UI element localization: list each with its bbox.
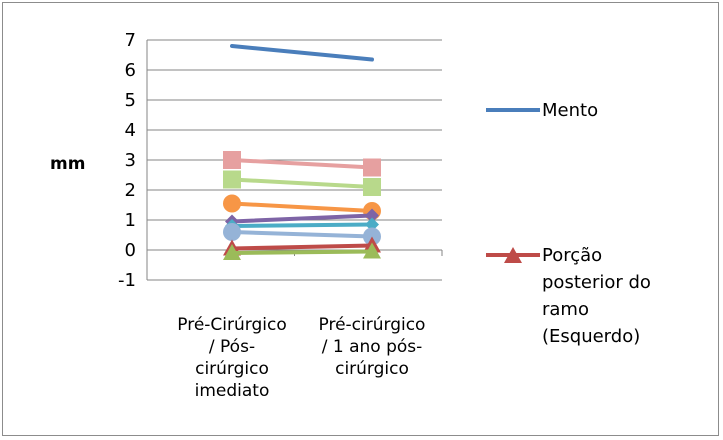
series-group xyxy=(223,44,381,260)
series-line xyxy=(230,213,374,224)
series-line xyxy=(230,158,374,170)
x-category-label-line: / Pós- xyxy=(209,337,255,357)
marker-circle xyxy=(223,194,241,213)
x-category-labels: Pré-Cirúrgico / Pós-cirúrgico imediatoPré-… xyxy=(177,315,425,401)
y-tick-label: 6 xyxy=(125,60,136,81)
series-8 xyxy=(223,242,381,260)
series-line xyxy=(230,44,374,62)
y-tick-label: 4 xyxy=(125,120,136,141)
x-category-label-line: imediato xyxy=(195,381,270,401)
marker-triangle xyxy=(504,247,522,263)
series-line xyxy=(230,222,374,228)
gridlines xyxy=(147,39,442,281)
x-category-label-line: Pré-cirúrgico xyxy=(319,315,426,335)
y-tick-label: 0 xyxy=(125,240,136,261)
y-tick-label: 1 xyxy=(125,210,136,231)
x-category-label-line: cirúrgico xyxy=(335,359,409,379)
y-tick-label: 3 xyxy=(125,150,136,171)
x-category-label-line: Pré-Cirúrgico xyxy=(177,315,286,335)
y-tick-label: -1 xyxy=(118,270,136,291)
legend-label-line: (Esquerdo) xyxy=(542,326,640,347)
marker-diamond xyxy=(365,208,379,223)
y-axis-label: mm xyxy=(50,154,85,174)
marker-diamond xyxy=(365,217,379,232)
legend-label-line: Porção xyxy=(542,245,602,266)
y-tick-label: 5 xyxy=(125,90,136,111)
marker-square xyxy=(363,158,381,177)
series-1 xyxy=(223,151,381,177)
series-line xyxy=(230,243,374,251)
legend-label-porcao: Porção posterior do ramo (Esquerdo) xyxy=(542,245,651,347)
series-2 xyxy=(223,170,381,196)
legend-label-line: posterior do xyxy=(542,272,651,293)
legend-label-mento: Mento xyxy=(542,100,598,121)
x-category-label: Pré-cirúrgico/ 1 ano pós-cirúrgico xyxy=(319,315,426,379)
y-tick-label: 2 xyxy=(125,180,136,201)
x-category-label-line: / 1 ano pós- xyxy=(322,337,423,357)
x-category-label-line: cirúrgico xyxy=(195,359,269,379)
chart-frame xyxy=(2,2,719,436)
marker-triangle xyxy=(363,242,381,259)
y-tick-label: 7 xyxy=(125,30,136,51)
marker-circle xyxy=(223,223,241,241)
series-line xyxy=(230,201,374,213)
series-line xyxy=(230,249,374,255)
marker-square xyxy=(223,151,241,169)
series-line xyxy=(230,230,374,239)
legend-label-line: ramo xyxy=(542,299,589,320)
axes xyxy=(146,40,443,280)
series-line xyxy=(230,177,374,189)
legend: Mento Porção posterior do ramo (Esquerdo) xyxy=(486,100,651,347)
marker-triangle xyxy=(223,244,241,260)
y-tick-labels: -1 0 1 2 3 4 5 6 7 xyxy=(118,30,136,291)
x-category-label: Pré-Cirúrgico / Pós-cirúrgico imediato xyxy=(177,315,286,401)
series-0 xyxy=(230,44,374,62)
marker-square xyxy=(363,178,381,196)
marker-square xyxy=(223,170,241,189)
